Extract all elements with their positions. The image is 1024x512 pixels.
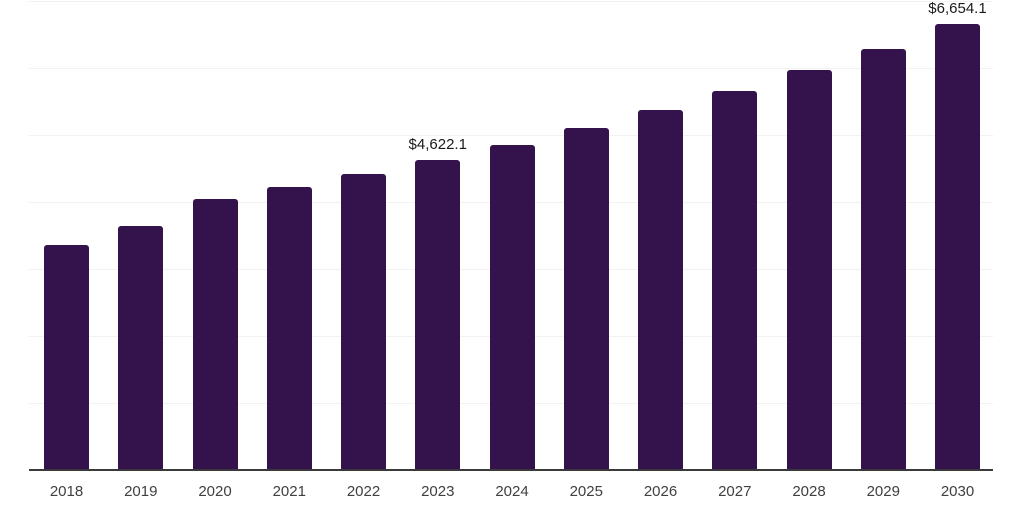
gridline-5000: [29, 135, 993, 136]
bar-2029: [860, 48, 906, 470]
bar-2022: [341, 174, 386, 470]
bar-2030: [935, 24, 980, 470]
x-tick-2024: 2024: [495, 483, 529, 500]
x-tick-2025: 2025: [569, 483, 603, 500]
x-tick-2019: 2019: [124, 483, 158, 500]
bar-2019: [118, 226, 164, 470]
x-tick-2021: 2021: [272, 483, 306, 500]
x-tick-2027: 2027: [718, 483, 752, 500]
bar-2024: [489, 145, 535, 470]
bar-2027: [712, 90, 758, 470]
data-label-2023: $4,622.1: [408, 136, 467, 154]
x-tick-2030: 2030: [940, 483, 975, 500]
x-tick-2022: 2022: [346, 483, 381, 500]
bar-2018: [44, 245, 89, 470]
x-tick-2020: 2020: [198, 483, 232, 500]
x-tick-2029: 2029: [866, 483, 900, 500]
data-label-2030: $6,654.1: [928, 0, 987, 18]
x-tick-2023: 2023: [421, 483, 455, 500]
bar-2021: [266, 186, 312, 470]
x-tick-2018: 2018: [49, 483, 84, 500]
gridline-6000: [29, 68, 993, 69]
bar-2028: [786, 70, 832, 470]
gridline-7000: [29, 1, 993, 2]
x-tick-2026: 2026: [643, 483, 678, 500]
x-tick-2028: 2028: [792, 483, 826, 500]
bar-2023: [415, 160, 461, 470]
bar-2020: [192, 198, 238, 470]
bar-2026: [638, 109, 683, 470]
x-axis-line: [29, 469, 993, 471]
bar-2025: [563, 128, 609, 470]
